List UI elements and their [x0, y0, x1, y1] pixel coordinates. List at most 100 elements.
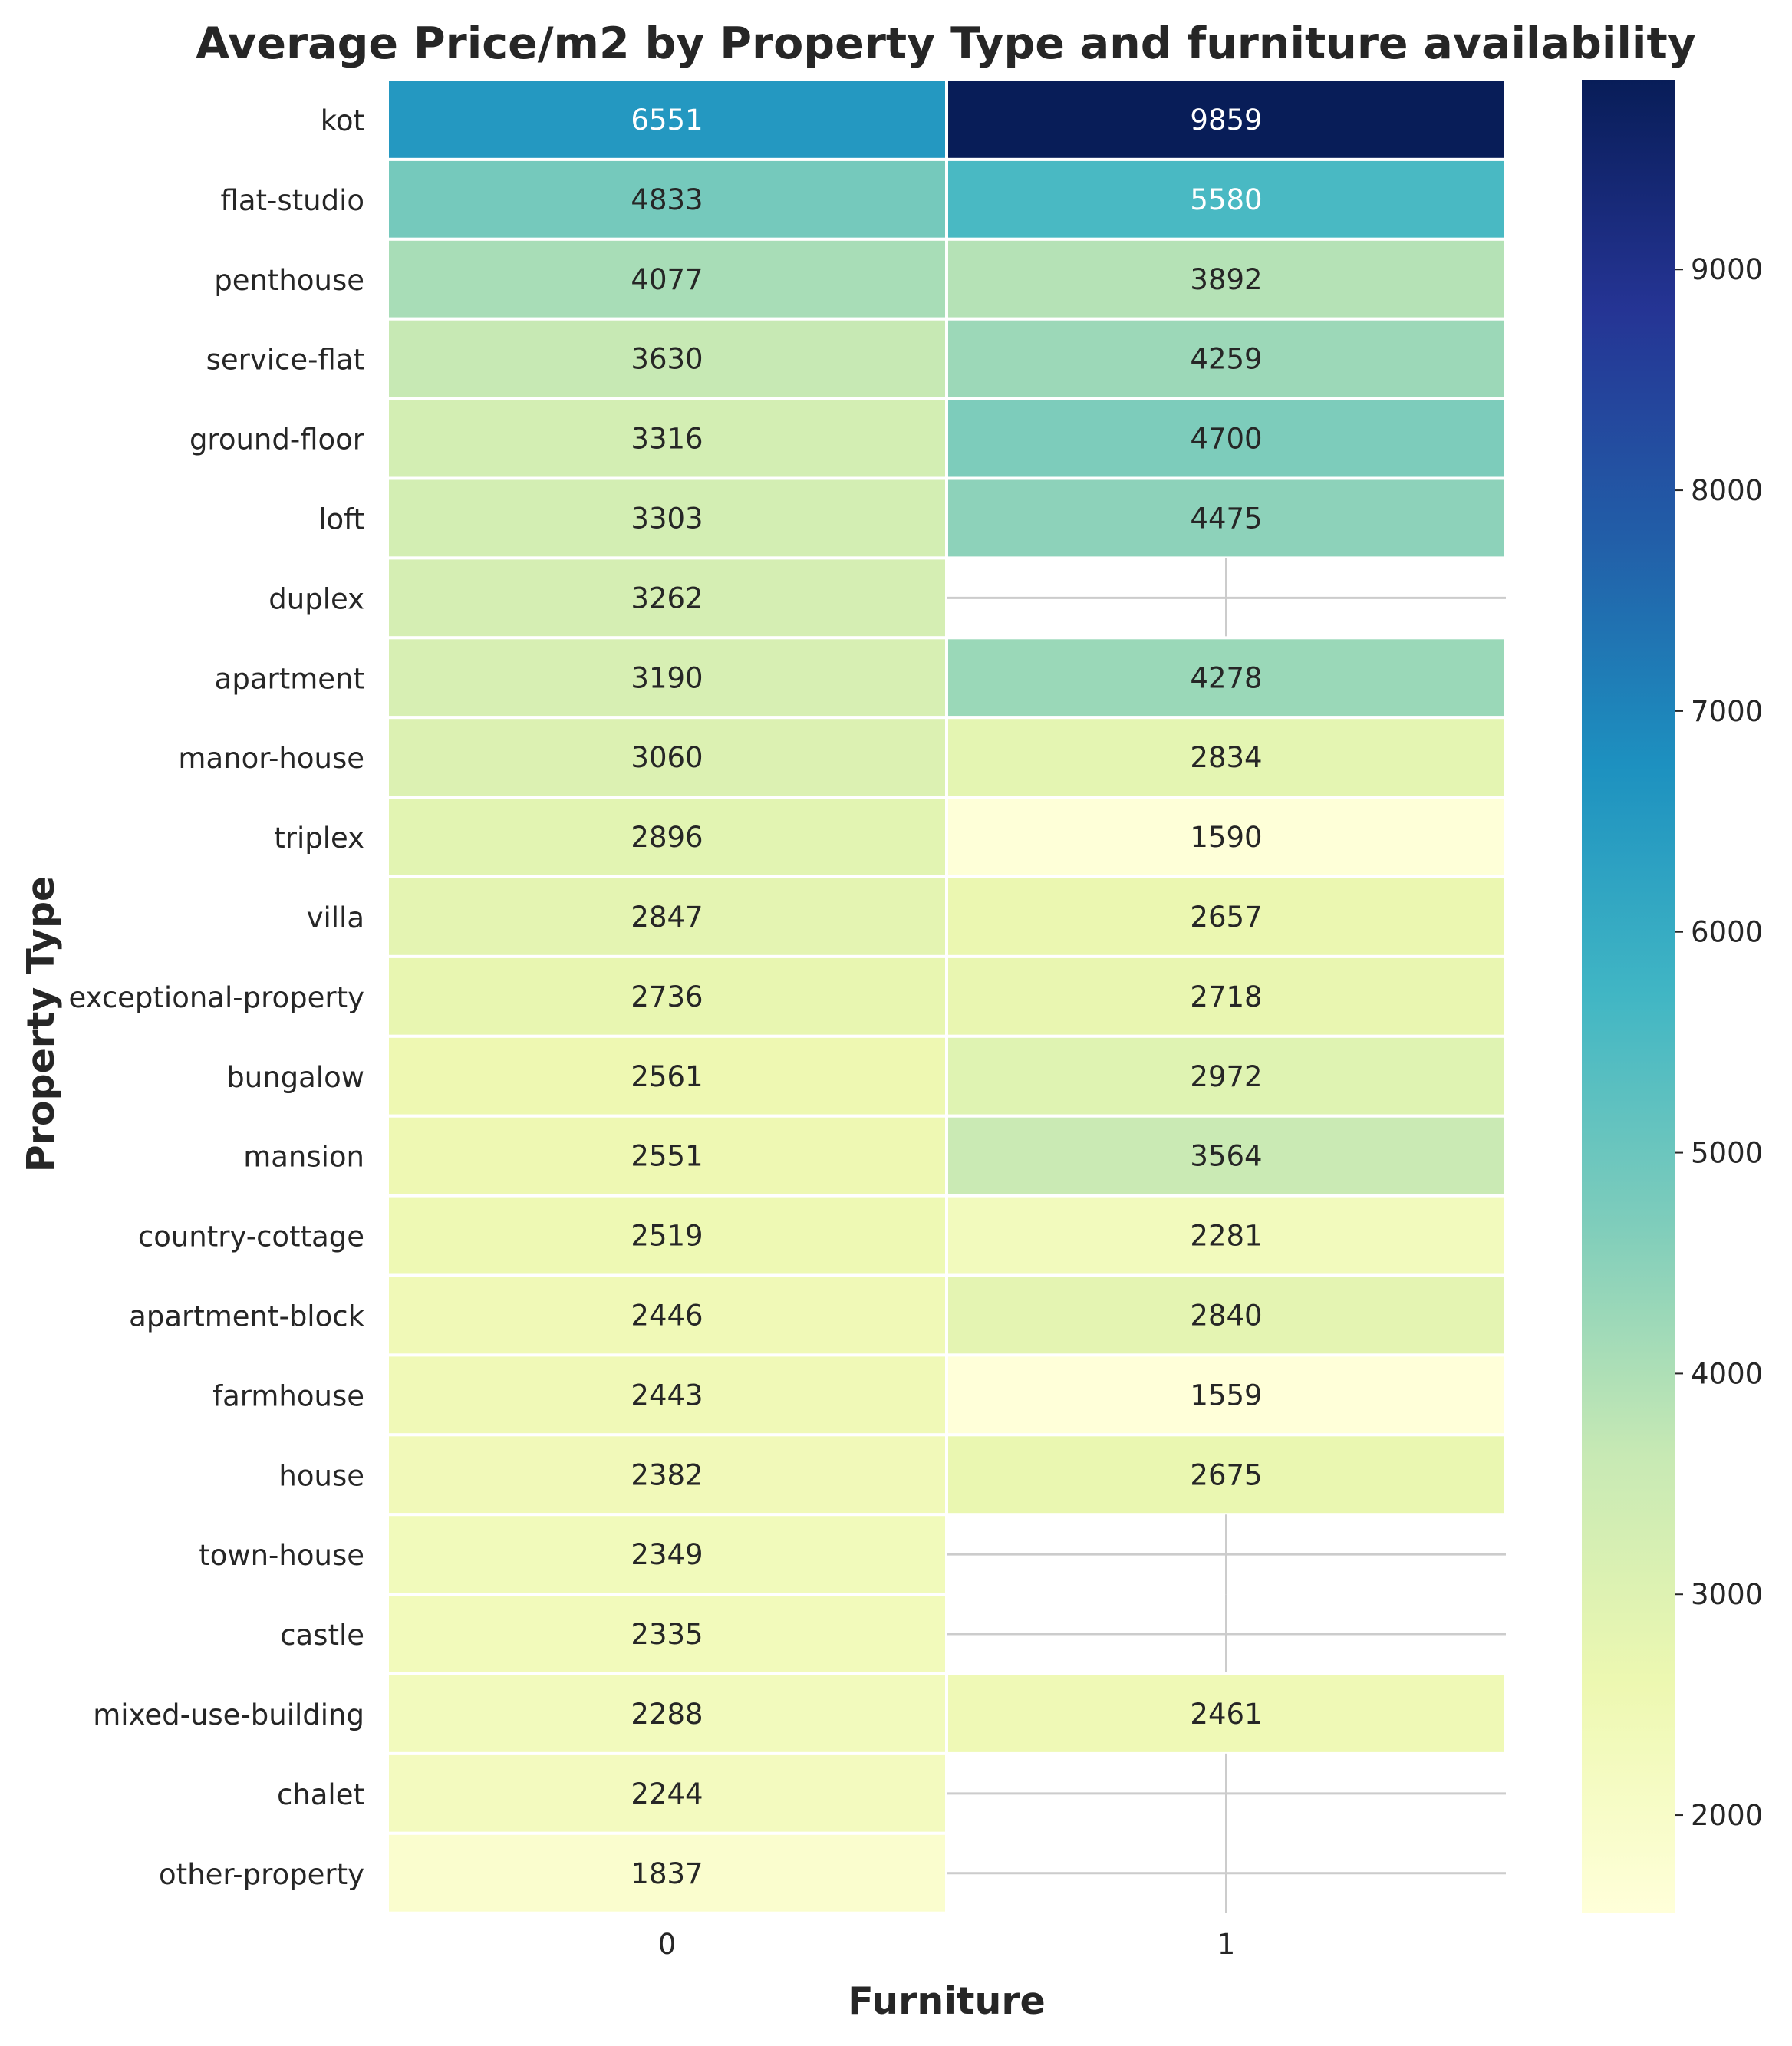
y-tick-label: mansion — [243, 1141, 364, 1174]
heatmap-cell — [386, 875, 948, 958]
cell-value-label: 2834 — [1190, 741, 1262, 774]
heatmap-cell — [945, 954, 1507, 1038]
heatmap-cell — [945, 875, 1507, 958]
cell-value-label: 2972 — [1190, 1060, 1262, 1093]
heatmap-cell — [386, 1513, 948, 1596]
cell-value-label: 4077 — [631, 263, 703, 296]
heatmap-cell — [945, 1672, 1507, 1755]
heatmap-cell — [945, 397, 1507, 480]
colorbar-tick-label: 8000 — [1691, 474, 1763, 507]
y-tick-label: flat-studio — [221, 184, 364, 217]
heatmap-cell — [386, 716, 948, 799]
heatmap-cell — [945, 716, 1507, 799]
cell-value-label: 1837 — [631, 1857, 703, 1890]
heatmap-cell — [386, 1831, 948, 1915]
x-axis-label: Furniture — [848, 1979, 1045, 2023]
y-axis-label: Property Type — [19, 876, 63, 1173]
y-tick-label: loft — [318, 502, 364, 535]
cell-value-label: 4259 — [1190, 343, 1262, 376]
cell-value-label: 2551 — [631, 1140, 703, 1173]
heatmap-cell — [945, 317, 1507, 400]
y-tick-label: apartment — [215, 662, 364, 695]
cell-value-label: 3630 — [631, 343, 703, 376]
heatmap-cell — [386, 954, 948, 1038]
y-tick-label: triplex — [274, 822, 364, 855]
y-tick-label: mixed-use-building — [93, 1698, 364, 1731]
cell-value-label: 2840 — [1190, 1299, 1262, 1332]
heatmap-cells — [386, 78, 1507, 1915]
cell-value-label: 2657 — [1190, 901, 1262, 934]
cell-value-label: 3316 — [631, 423, 703, 456]
heatmap-cell — [945, 78, 1507, 161]
heatmap-cell — [945, 636, 1507, 720]
heatmap-cell — [386, 1751, 948, 1835]
heatmap-cell — [945, 1114, 1507, 1198]
cell-value-label: 3190 — [631, 661, 703, 694]
cell-value-label: 2519 — [631, 1220, 703, 1253]
cell-value-label: 2443 — [631, 1379, 703, 1412]
cell-value-label: 1559 — [1190, 1379, 1262, 1412]
y-tick-label: bungalow — [226, 1061, 364, 1094]
y-tick-label: castle — [280, 1619, 364, 1652]
heatmap-cell — [386, 1034, 948, 1118]
heatmap-cell — [386, 1114, 948, 1198]
y-tick-label: house — [278, 1459, 364, 1492]
y-tick-label: country-cottage — [138, 1221, 364, 1254]
y-tick-label: exceptional-property — [68, 981, 364, 1014]
heatmap-cell — [386, 796, 948, 878]
cell-value-label: 2446 — [631, 1299, 703, 1332]
cell-value-label: 2244 — [631, 1777, 703, 1810]
heatmap-cell — [386, 1672, 948, 1755]
heatmap-cell — [945, 157, 1507, 241]
cell-value-label: 2382 — [631, 1458, 703, 1491]
cell-value-label: 2281 — [1190, 1220, 1262, 1253]
x-tick-label: 1 — [1217, 1928, 1236, 1961]
heatmap-cell — [386, 1273, 948, 1357]
heatmap-cell — [945, 1194, 1507, 1277]
cell-value-label: 4700 — [1190, 423, 1262, 456]
y-tick-label: villa — [307, 901, 364, 934]
colorbar-tick-label: 2000 — [1691, 1799, 1763, 1832]
y-tick-label: ground-floor — [189, 423, 365, 456]
cell-value-label: 3060 — [631, 741, 703, 774]
cell-value-label: 2561 — [631, 1060, 703, 1093]
colorbar-tick-label: 6000 — [1691, 916, 1763, 949]
cell-value-label: 2847 — [631, 901, 703, 934]
cell-value-label: 2335 — [631, 1618, 703, 1651]
x-tick-label: 0 — [658, 1928, 677, 1961]
cell-value-label: 2349 — [631, 1538, 703, 1571]
cell-value-label: 9859 — [1190, 104, 1262, 137]
colorbar-tick-label: 7000 — [1691, 695, 1763, 728]
cell-value-label: 2288 — [631, 1698, 703, 1731]
cell-value-label: 4278 — [1190, 661, 1262, 694]
cell-value-label: 2718 — [1190, 980, 1262, 1013]
heatmap-cell — [945, 1034, 1507, 1118]
cell-value-label: 2675 — [1190, 1458, 1262, 1491]
cell-value-label: 4475 — [1190, 502, 1262, 535]
colorbar-tick-label: 9000 — [1691, 253, 1763, 286]
y-tick-label: farmhouse — [212, 1379, 364, 1412]
cell-value-label: 2461 — [1190, 1698, 1262, 1731]
colorbar-tick-labels: 2000 3000 4000 5000 6000 7000 8000 9000 — [1675, 253, 1763, 1832]
y-tick-label: manor-house — [178, 742, 364, 775]
y-tick-label: kot — [321, 104, 364, 137]
y-tick-label: duplex — [268, 582, 364, 615]
y-tick-labels: kot flat-studio penthouse service-flat groun… — [68, 104, 364, 1891]
y-tick-label: service-flat — [206, 344, 364, 377]
chart-title: Average Price/m2 by Property Type and fu… — [196, 18, 1696, 69]
cell-value-label: 3262 — [631, 582, 703, 614]
heatmap-cell — [386, 157, 948, 241]
cell-value-label: 6551 — [631, 104, 703, 137]
cell-value-label: 2896 — [631, 821, 703, 854]
cell-value-label: 3564 — [1190, 1140, 1262, 1173]
y-tick-label: other-property — [159, 1858, 364, 1891]
colorbar-tick-label: 4000 — [1691, 1357, 1763, 1390]
heatmap-cell — [945, 1433, 1507, 1517]
colorbar-tick-label: 3000 — [1691, 1578, 1763, 1611]
y-tick-label: town-house — [199, 1539, 364, 1572]
heatmap-cell — [945, 476, 1507, 560]
cell-value-label: 5580 — [1190, 183, 1262, 216]
y-tick-label: chalet — [277, 1778, 364, 1811]
y-tick-label: penthouse — [214, 264, 364, 297]
